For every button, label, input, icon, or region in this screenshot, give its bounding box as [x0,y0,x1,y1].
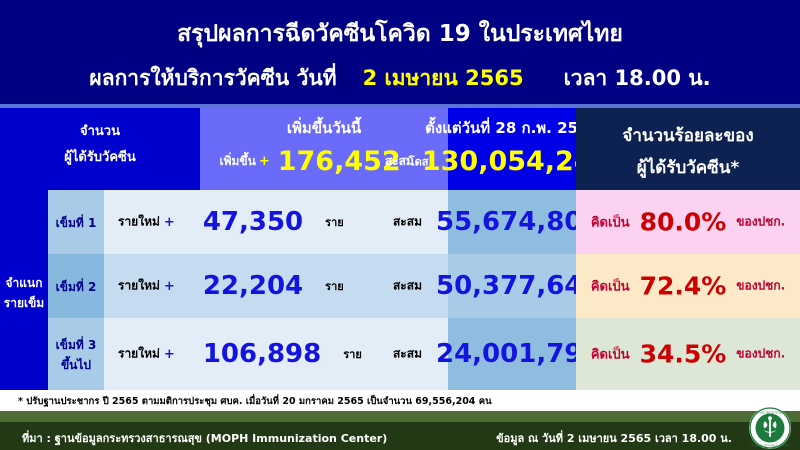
header-cell-percent: จำนวนร้อยละของ ผู้ได้รับวัคซีน* [576,108,800,190]
footer-bar [0,422,800,450]
daily-value: 47,350 [202,207,304,237]
cumulative-prefix: สะสม [392,278,422,293]
daily-prefix: รายใหม่ [118,214,160,229]
daily-value: 22,204 [202,271,304,301]
header-daily-prefix: เพิ่มขึ้น [219,154,256,168]
table-row: เข็มที่ 1 รายใหม่ +47,350 ราย สะสม 55,674,806… [0,190,800,254]
percent-suffix: ของปชก. [736,214,786,229]
header-daily-value: 176,452 [277,146,401,177]
cumulative-value: 24,001,791 [436,339,601,369]
cell-dose-label: เข็มที่ 1 [48,190,104,254]
cumulative-value: 50,377,647 [436,271,601,301]
title-band: สรุปผลการฉีดวัคซีนโควิด 19 ในประเทศไทย ผ… [0,0,800,104]
vaccination-table: จำนวน ผู้ได้รับวัคซีน เพิ่มขึ้นวันนี้ เพ… [0,108,800,390]
daily-unit: ราย [343,348,362,361]
daily-prefix: รายใหม่ [118,278,160,293]
cell-dose-label: เข็มที่ 2 [48,254,104,318]
header-daily-unit: โดส [408,155,429,169]
footnote: * ปรับฐานประชากร ปี 2565 ตามมติการประชุม… [18,396,492,407]
subtitle-prefix: ผลการให้บริการวัคซีน วันที่ [89,66,337,90]
report-date: 2 เมษายน 2565 [362,66,524,90]
svg-text:MINISTRY OF PUBLIC HEALTH: MINISTRY OF PUBLIC HEALTH [751,443,790,447]
rowgroup-label-line1: จำแนก [5,276,43,290]
header-percent-line1: จำนวนร้อยละของ [622,126,754,146]
percent-suffix: ของปชก. [736,278,786,293]
footer-as-of: ข้อมูล ณ วันที่ 2 เมษายน 2565 เวลา 18.00… [496,432,732,445]
footer-accent-bar [0,411,800,422]
percent-value-row: คิดเป็น 34.5% ของปชก. [576,340,800,369]
table-row: เข็มที่ 3 ขึ้นไป รายใหม่ +106,898 ราย สะสม 24,… [0,318,800,390]
percent-value-row: คิดเป็น 72.4% ของปชก. [576,272,800,301]
cell-dose-label: เข็มที่ 3 ขึ้นไป [48,318,104,390]
header-daily-title: เพิ่มขึ้นวันนี้ [286,119,362,137]
dose-label-line1: เข็มที่ 2 [55,280,97,294]
header-cumulative-title: ตั้งแต่วันที่ 28 ก.พ. 2564 [425,119,599,137]
percent-value: 80.0% [639,207,727,237]
report-time: เวลา 18.00 น. [563,66,711,90]
daily-plus: + [163,278,175,294]
percent-prefix: คิดเป็น [590,215,630,231]
footer-source: ที่มา : ฐานข้อมูลกระทรวงสาธารณสุข (MOPH … [22,432,388,445]
daily-unit: ราย [325,280,344,293]
cell-daily-new: รายใหม่ +47,350 ราย [104,190,448,254]
header-daily-plus: + [258,154,270,169]
svg-text:กระทรวงสาธารณสุข: กระทรวงสาธารณสุข [756,411,784,416]
daily-plus: + [163,346,175,362]
percent-suffix: ของปชก. [736,346,786,361]
daily-value-row: รายใหม่ +106,898 ราย [118,339,362,369]
cell-daily-new: รายใหม่ +22,204 ราย [104,254,448,318]
percent-prefix: คิดเป็น [590,279,630,295]
table-row: เข็มที่ 2 รายใหม่ +22,204 ราย สะสม 50,377,647… [0,254,800,318]
rowgroup-label-line2: รายเข็ม [3,296,45,310]
cumulative-prefix: สะสม [392,346,422,361]
daily-unit: ราย [325,216,344,229]
header-total-line2: ผู้ได้รับวัคซีน [64,150,136,165]
cell-daily-new: รายใหม่ +106,898 ราย [104,318,448,390]
percent-value: 72.4% [639,271,727,301]
page-title: สรุปผลการฉีดวัคซีนโควิด 19 ในประเทศไทย [177,21,623,47]
header-cell-total-recipients: จำนวน ผู้ได้รับวัคซีน [0,108,200,190]
header-cell-daily: เพิ่มขึ้นวันนี้ เพิ่มขึ้น +176,452 โดส [200,108,448,190]
percent-value: 34.5% [639,339,727,369]
cell-percent: คิดเป็น 72.4% ของปชก. [576,254,800,318]
cumulative-prefix: สะสม [392,214,422,229]
title-divider [0,104,800,108]
rowgroup-label-by-dose: จำแนก รายเข็ม [0,190,48,390]
header-percent-line2: ผู้ได้รับวัคซีน* [636,158,740,178]
cell-percent: คิดเป็น 34.5% ของปชก. [576,318,800,390]
cell-percent: คิดเป็น 80.0% ของปชก. [576,190,800,254]
cumulative-value: 55,674,806 [436,207,601,237]
header-total-line1: จำนวน [80,124,120,139]
moph-logo-icon: กระทรวงสาธารณสุข MINISTRY OF PUBLIC HEAL… [749,407,791,449]
subtitle-row: ผลการให้บริการวัคซีน วันที่ 2 เมษายน 2565… [0,62,800,95]
daily-value-row: รายใหม่ +22,204 ราย [118,271,344,301]
header-cumulative-prefix: สะสม [384,154,414,168]
percent-prefix: คิดเป็น [590,347,630,363]
dose-label-line1: เข็มที่ 3 [55,338,97,352]
dose-label-line1: เข็มที่ 1 [55,216,97,230]
percent-value-row: คิดเป็น 80.0% ของปชก. [576,208,800,237]
daily-plus: + [163,214,175,230]
dose-label-line2: ขึ้นไป [60,358,92,372]
daily-value: 106,898 [202,339,322,369]
daily-prefix: รายใหม่ [118,346,160,361]
header-daily-value-row: เพิ่มขึ้น +176,452 โดส [200,146,448,177]
header-cell-cumulative: ตั้งแต่วันที่ 28 ก.พ. 2564 สะสม 130,054,2… [385,108,639,190]
daily-value-row: รายใหม่ +47,350 ราย [118,207,344,237]
